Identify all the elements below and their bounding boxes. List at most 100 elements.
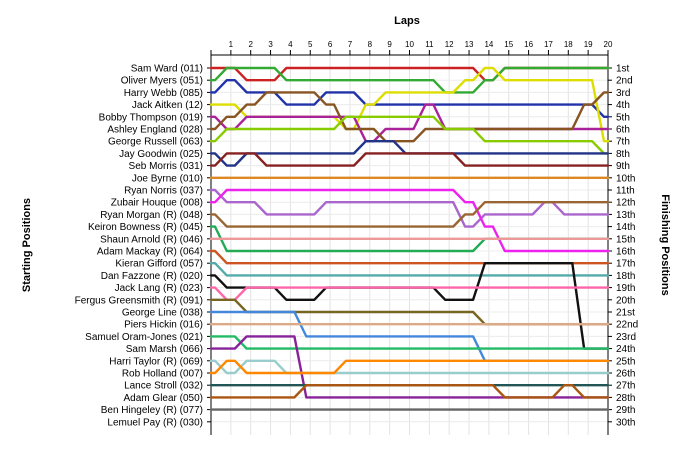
finishing-position-label: 14th bbox=[616, 222, 635, 233]
starting-position-labels: Sam Ward (011)Oliver Myers (051)Harry We… bbox=[75, 64, 203, 429]
starting-driver-label: Jay Goodwin (025) bbox=[119, 149, 203, 160]
lap-tick-label: 7 bbox=[348, 40, 353, 49]
finishing-position-label: 28th bbox=[616, 393, 635, 404]
finishing-position-label: 17th bbox=[616, 259, 635, 270]
grid bbox=[210, 55, 609, 435]
finishing-position-label: 21st bbox=[616, 308, 635, 319]
series-line bbox=[209, 359, 610, 375]
lap-tick-label: 6 bbox=[328, 40, 333, 49]
lap-tick-label: 19 bbox=[584, 40, 593, 49]
starting-driver-label: Lance Stroll (032) bbox=[124, 381, 203, 392]
finishing-position-label: 23rd bbox=[616, 332, 636, 343]
series-line bbox=[209, 91, 610, 143]
starting-driver-label: Rob Holland (007) bbox=[122, 369, 203, 380]
finishing-position-label: 24th bbox=[616, 344, 635, 355]
starting-driver-label: Lemuel Pay (R) (030) bbox=[107, 417, 203, 428]
finishing-position-label: 9th bbox=[616, 161, 630, 172]
finishing-position-label: 25th bbox=[616, 356, 635, 367]
starting-driver-label: Sam Marsh (066) bbox=[126, 344, 203, 355]
lap-tick-label: 1 bbox=[229, 40, 234, 49]
series-line bbox=[209, 152, 610, 167]
lap-tick-labels: 1 2 3 4 5 6 7 8 9 10 11 12 13 14 15 16 17 18 19 20 bbox=[229, 40, 613, 49]
finishing-position-label: 4th bbox=[616, 100, 630, 111]
starting-driver-label: Seb Morris (031) bbox=[129, 161, 203, 172]
finishing-position-label: 8th bbox=[616, 149, 630, 160]
finishing-position-label: 5th bbox=[616, 112, 630, 123]
starting-driver-label: Oliver Myers (051) bbox=[121, 76, 203, 87]
starting-driver-label: Ryan Norris (037) bbox=[124, 186, 203, 197]
finishing-position-labels: 1st2nd3rd4th5th6th7th8th9th10th11th12th1… bbox=[616, 64, 638, 429]
starting-driver-label: Ryan Morgan (R) (048) bbox=[100, 210, 203, 221]
lap-tick-label: 8 bbox=[368, 40, 373, 49]
starting-driver-label: Kieran Gifford (057) bbox=[115, 259, 203, 270]
starting-driver-label: Zubair Houque (008) bbox=[111, 198, 203, 209]
finishing-position-label: 6th bbox=[616, 125, 630, 136]
finishing-position-label: 2nd bbox=[616, 76, 633, 87]
finishing-position-label: 26th bbox=[616, 369, 635, 380]
lap-tick-label: 16 bbox=[524, 40, 533, 49]
series-line bbox=[209, 286, 610, 301]
lap-tick-label: 10 bbox=[405, 40, 414, 49]
starting-driver-label: Shaun Arnold (R) (046) bbox=[100, 234, 203, 245]
finishing-position-label: 22nd bbox=[616, 320, 638, 331]
lap-tick-label: 2 bbox=[248, 40, 253, 49]
finishing-position-label: 20th bbox=[616, 295, 635, 306]
starting-driver-label: George Russell (063) bbox=[108, 137, 203, 148]
right-axis-title: Finishing Positions bbox=[659, 194, 671, 295]
series-lines bbox=[209, 66, 610, 411]
starting-driver-label: Ashley England (028) bbox=[107, 125, 203, 136]
starting-driver-label: Dan Fazzone (R) (020) bbox=[101, 271, 203, 282]
starting-driver-label: Sam Ward (011) bbox=[131, 64, 203, 75]
finishing-position-label: 11th bbox=[616, 186, 635, 197]
lap-tick-label: 5 bbox=[308, 40, 313, 49]
lap-tick-label: 12 bbox=[445, 40, 454, 49]
starting-driver-label: George Line (038) bbox=[122, 308, 203, 319]
finishing-position-label: 10th bbox=[616, 173, 635, 184]
finishing-position-label: 13th bbox=[616, 210, 635, 221]
starting-driver-label: Fergus Greensmith (R) (091) bbox=[75, 295, 203, 306]
series-line bbox=[209, 115, 610, 155]
starting-driver-label: Jack Aitken (12) bbox=[132, 100, 203, 111]
series-line bbox=[209, 335, 610, 350]
left-axis-title: Starting Positions bbox=[21, 198, 33, 292]
lap-tick-label: 20 bbox=[604, 40, 613, 49]
starting-driver-label: Joe Byrne (010) bbox=[132, 173, 203, 184]
finishing-position-label: 27th bbox=[616, 381, 635, 392]
lap-tick-label: 11 bbox=[425, 40, 434, 49]
starting-driver-label: Adam Mackay (R) (064) bbox=[97, 247, 203, 258]
starting-driver-label: Keiron Bowness (R) (045) bbox=[88, 222, 203, 233]
series-line bbox=[209, 66, 610, 94]
starting-driver-label: Samuel Oram-Jones (021) bbox=[85, 332, 203, 343]
series-line bbox=[209, 359, 610, 375]
lap-tick-label: 15 bbox=[504, 40, 513, 49]
finishing-position-label: 16th bbox=[616, 247, 635, 258]
finishing-position-label: 18th bbox=[616, 271, 635, 282]
lap-tick-label: 4 bbox=[288, 40, 293, 49]
finishing-position-label: 29th bbox=[616, 405, 635, 416]
starting-driver-label: Jack Lang (R) (023) bbox=[115, 283, 203, 294]
lap-tick-label: 17 bbox=[544, 40, 553, 49]
lap-tick-label: 3 bbox=[268, 40, 273, 49]
finishing-position-label: 19th bbox=[616, 283, 635, 294]
series-line bbox=[209, 188, 610, 253]
lap-tick-label: 9 bbox=[387, 40, 392, 49]
starting-driver-label: Ben Hingeley (R) (077) bbox=[101, 405, 203, 416]
series-line bbox=[209, 201, 610, 228]
finishing-position-label: 12th bbox=[616, 198, 635, 209]
starting-driver-label: Harry Webb (085) bbox=[124, 88, 203, 99]
starting-driver-label: Harri Taylor (R) (069) bbox=[109, 356, 203, 367]
starting-driver-label: Piers Hickin (016) bbox=[124, 320, 203, 331]
lap-tick-label: 13 bbox=[465, 40, 474, 49]
plot-frame bbox=[207, 50, 612, 435]
starting-driver-label: Bobby Thompson (019) bbox=[99, 112, 203, 123]
finishing-position-label: 15th bbox=[616, 234, 635, 245]
finishing-position-label: 1st bbox=[616, 64, 630, 75]
starting-driver-label: Adam Glear (050) bbox=[124, 393, 203, 404]
lap-tick-label: 18 bbox=[564, 40, 573, 49]
finishing-position-label: 3rd bbox=[616, 88, 630, 99]
finishing-position-label: 7th bbox=[616, 137, 630, 148]
series-line bbox=[209, 384, 610, 399]
lap-tick-label: 14 bbox=[484, 40, 493, 49]
x-axis-title: Laps bbox=[394, 15, 420, 27]
